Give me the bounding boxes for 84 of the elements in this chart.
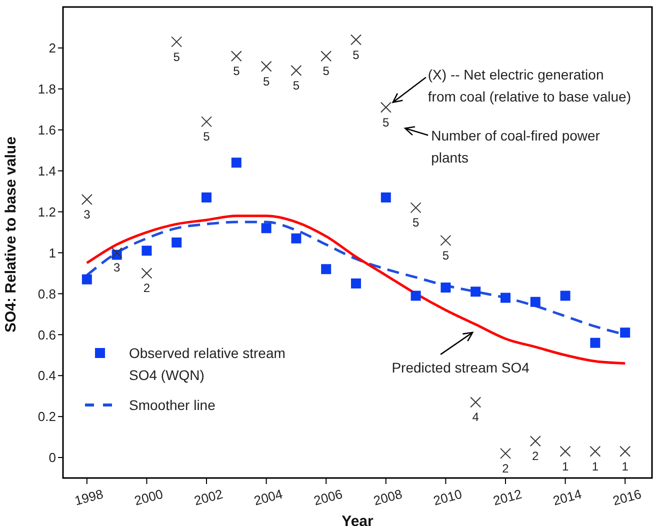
point — [111, 247, 122, 258]
y-tick-label: 0.6 — [38, 327, 56, 342]
legend-label: Smoother line — [129, 397, 216, 413]
point — [410, 290, 421, 301]
annotation: Number of coal-fired power plants — [431, 127, 600, 166]
annotation: 2 — [143, 281, 150, 296]
point — [590, 446, 601, 457]
point — [470, 396, 482, 408]
point — [82, 274, 92, 284]
annotation: 5 — [412, 216, 420, 230]
y-tick-label: 1.6 — [38, 122, 56, 138]
y-tick-label: 1.8 — [38, 82, 56, 97]
annotation: 1 — [562, 459, 569, 474]
y-tick-label: 2 — [48, 40, 56, 56]
x-tick-label: 2006 — [312, 486, 344, 508]
point — [470, 286, 481, 297]
point — [202, 192, 212, 202]
x-tick-label: 2004 — [252, 486, 284, 508]
point — [260, 60, 272, 72]
annotation: 5 — [292, 78, 300, 92]
x-tick-label: 2002 — [192, 486, 224, 508]
point — [380, 192, 391, 202]
y-tick-label: 1.4 — [38, 163, 56, 178]
legend-label: Observed relative stream SO4 (WQN) — [129, 345, 286, 383]
point — [620, 446, 631, 457]
x-tick-label: 2010 — [432, 486, 464, 508]
x-tick-label: 2016 — [611, 486, 643, 508]
point — [320, 50, 332, 62]
annotation: 1 — [592, 459, 599, 474]
x-tick-label: 2014 — [551, 486, 584, 508]
point — [530, 296, 540, 307]
point — [440, 234, 452, 246]
point — [261, 223, 272, 234]
annotation: 2 — [502, 461, 510, 476]
point — [560, 446, 571, 457]
point — [142, 246, 152, 256]
point — [171, 36, 182, 48]
point — [231, 158, 242, 168]
point — [230, 50, 242, 62]
annotation: 5 — [352, 48, 360, 62]
point — [321, 264, 332, 274]
point — [291, 233, 302, 244]
point — [440, 282, 451, 293]
point — [141, 268, 152, 279]
annotation: 5 — [382, 115, 390, 130]
annotation: 5 — [262, 74, 270, 88]
annotation: (X) -- Net electric generation from coal (relative to base value) — [428, 66, 631, 104]
annotation: 5 — [322, 64, 330, 78]
annotation: 5 — [173, 50, 180, 64]
y-tick-label: 1 — [48, 245, 56, 260]
x-tick-label: 2012 — [492, 486, 524, 508]
y-tick-label: 0 — [48, 450, 56, 466]
y-tick-label: 0.2 — [38, 409, 56, 424]
point — [590, 338, 600, 348]
y-tick-label: 1.2 — [38, 204, 56, 220]
point — [410, 202, 422, 214]
point — [530, 436, 541, 447]
point — [201, 116, 212, 128]
x-tick-label: 2008 — [372, 486, 404, 508]
x-tick-label: 1998 — [72, 486, 105, 508]
x-axis-title: Year — [342, 513, 374, 526]
annotation: 2 — [532, 449, 540, 464]
point — [500, 448, 511, 459]
point — [290, 64, 302, 76]
annotation: 4 — [472, 410, 480, 424]
annotation: 3 — [113, 260, 120, 275]
point — [500, 292, 510, 303]
annotation: 5 — [203, 130, 210, 144]
point — [380, 102, 392, 113]
point — [620, 328, 630, 338]
annotation: 5 — [233, 64, 240, 78]
annotation: 1 — [622, 459, 629, 474]
point — [350, 34, 362, 46]
point — [560, 290, 570, 301]
point — [172, 238, 182, 248]
annotation: 5 — [442, 248, 450, 262]
x-tick-label: 2000 — [132, 486, 165, 508]
y-tick-label: 0.4 — [38, 368, 56, 384]
point — [81, 194, 92, 205]
y-axis-title: SO4: Relative to base value — [2, 136, 20, 332]
point — [351, 278, 362, 288]
annotation: 3 — [84, 207, 91, 222]
y-tick-label: 0.8 — [38, 286, 56, 302]
annotation: Predicted stream SO4 — [392, 359, 530, 376]
